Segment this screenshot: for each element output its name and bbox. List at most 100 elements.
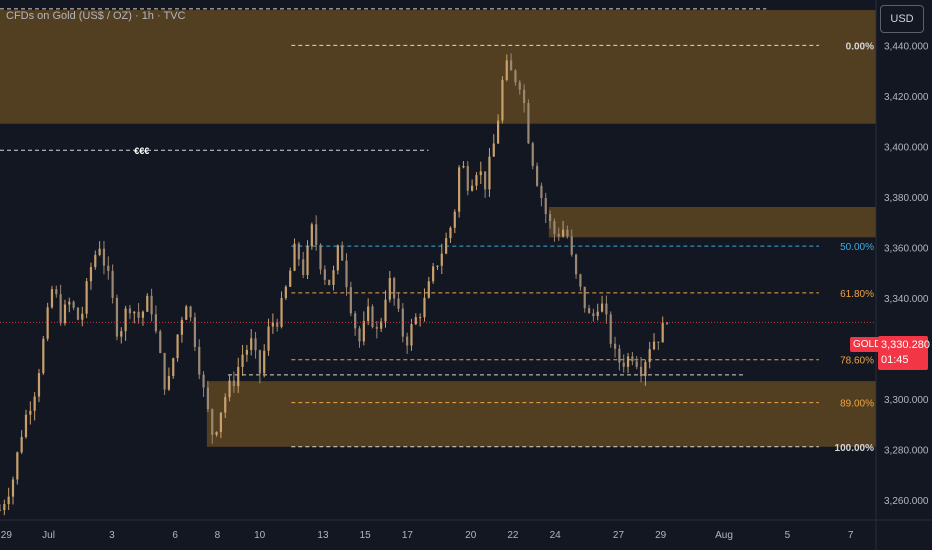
candle-body [72,301,75,308]
candle-body [29,410,32,415]
candle-body [81,313,84,320]
candle-body [380,321,383,329]
zone-rect [0,10,876,124]
zone-rect [548,206,876,238]
candle-body [128,308,132,314]
candle-body [7,496,10,505]
level-label: €€€ [134,146,149,156]
supply-demand-zones [0,10,876,447]
candle-body [159,331,162,353]
candle-body [85,281,88,314]
candle-body [665,322,669,324]
x-tick-label: 10 [254,530,266,541]
candle-body [349,287,352,314]
candle-body [393,278,396,299]
candle-body [185,306,188,320]
y-tick-label: 3,300.000 [884,395,929,406]
horizontal-lines: €€€ [0,8,767,376]
candle-body [98,248,101,255]
candle-body [11,479,15,497]
candle-body [501,79,504,121]
candle-body [635,361,638,367]
candle-body [276,322,279,327]
candle-body [163,352,166,390]
candle-body [254,338,257,351]
candle-body [224,397,227,413]
candle-body [458,167,461,212]
candle-body [639,366,643,377]
y-tick-label: 3,400.000 [884,142,929,153]
candle-body [579,274,582,287]
x-tick-label: 24 [550,530,562,541]
y-tick-label: 3,340.000 [884,294,929,305]
candle-body [561,229,565,237]
candle-body [150,295,153,315]
candle-body [42,338,45,374]
last-price-badge: 3,330.280 01:45 [878,336,930,370]
candle-body [587,308,591,314]
candle-body [518,82,521,90]
candle-body [332,270,335,285]
candle-body [557,233,560,237]
candle-body [219,412,222,432]
candle-body [137,311,140,318]
candle-body [328,279,331,285]
candle-body [323,269,326,280]
fib-label: 0.00% [846,41,874,52]
candle-body [574,254,578,275]
candle-body [488,156,491,190]
candle-body [111,270,114,298]
candle-body [492,143,495,157]
symbol-badge: GOLD [850,337,885,352]
y-tick-label: 3,440.000 [884,41,929,52]
candle-body [310,224,313,247]
fib-label: 61.80% [840,289,874,300]
candle-body [419,317,422,319]
candle-body [432,266,435,282]
x-tick-label: 13 [317,530,329,541]
candle-body [206,387,210,410]
candle-body [16,452,19,480]
candle-body [531,143,534,166]
y-tick-label: 3,420.000 [884,92,929,103]
candle-body [76,307,80,320]
candle-body [406,336,409,346]
chart-title: CFDs on Gold (US$ / OZ) · 1h · TVC [6,10,186,22]
candle-body [648,349,651,363]
candle-body [509,60,513,71]
candle-body [63,304,67,324]
candle-body [250,338,253,350]
candle-body [341,245,344,261]
candle-body [445,238,448,254]
candle-body [466,166,469,191]
candle-body [46,307,49,339]
x-tick-label: 5 [785,530,791,541]
candle-body [471,185,474,191]
currency-button[interactable]: USD [880,5,924,33]
candle-body [414,317,417,325]
fib-label: 89.00% [840,399,874,410]
x-tick-label: 3 [109,530,115,541]
fib-label: 50.00% [840,242,874,253]
candle-body [657,341,660,343]
candle-body [362,320,365,342]
candle-body [202,374,205,388]
candle-body [198,346,201,375]
candle-body [548,214,552,222]
candle-body [553,221,556,234]
candle-body [384,299,387,322]
candle-body [146,295,149,312]
candle-body [566,229,569,237]
candle-body [410,324,413,346]
candle-body [267,326,270,351]
candle-body [37,373,41,397]
candle-body [605,303,608,315]
candle-body [462,166,465,168]
candle-body [167,376,171,390]
candle-body [397,298,400,309]
candle-body [505,60,508,80]
candle-body [215,431,218,435]
x-tick-label: 15 [360,530,372,541]
candle-body [141,311,145,318]
